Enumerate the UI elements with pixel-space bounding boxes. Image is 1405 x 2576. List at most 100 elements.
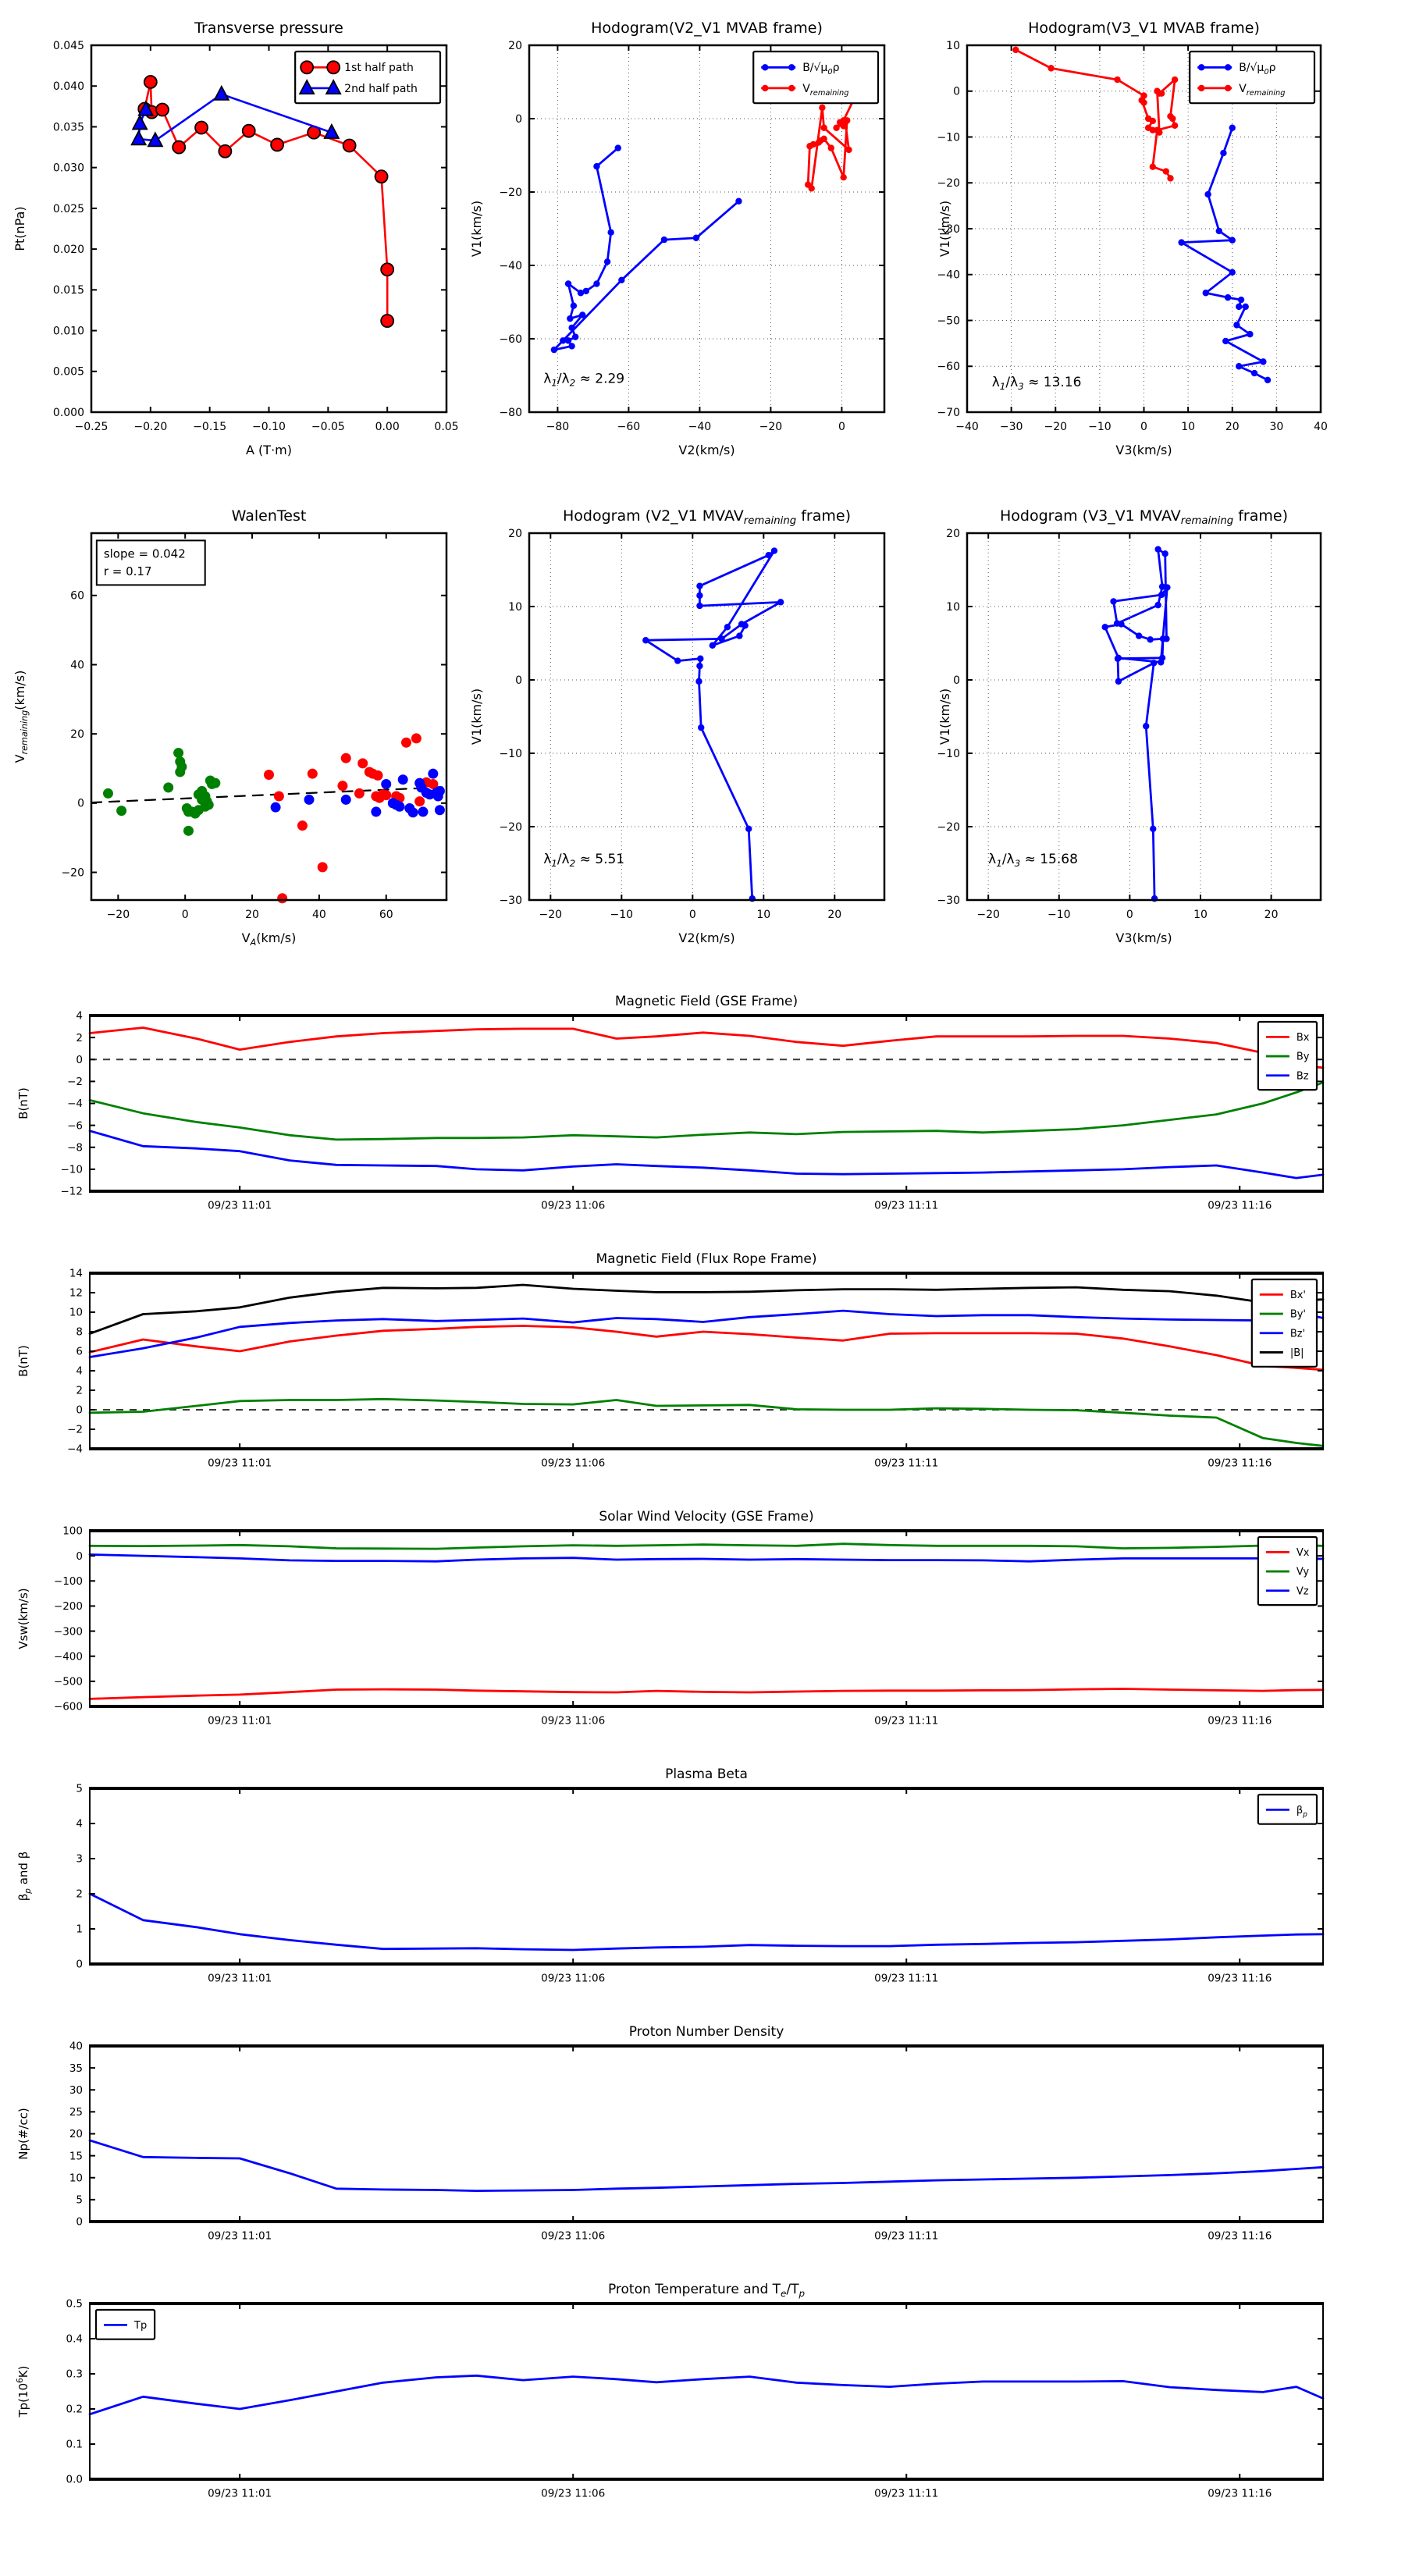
y-tick-label: 0	[953, 86, 960, 98]
x-tick-label: −0.25	[75, 421, 108, 433]
y-axis-label: Vremaining(km/s)	[12, 671, 30, 763]
legend-label: Vy	[1297, 1567, 1310, 1578]
chart-svg-vsw-gse: 09/23 11:01 09/23 11:06 09/23 11:11 09/23 1…	[16, 1509, 1325, 1727]
x-tick-label: −40	[955, 421, 979, 433]
y-tick-label: 10	[69, 1307, 83, 1319]
y-tick-label: −30	[499, 895, 522, 907]
y-tick-label: 20	[946, 528, 960, 540]
y-tick-label: −4	[67, 1443, 83, 1456]
x-tick-label: 40	[1314, 421, 1328, 433]
x-tick-label: 0	[838, 421, 845, 433]
y-tick-label: −4	[67, 1098, 83, 1110]
legend-label: By'	[1290, 1309, 1306, 1321]
y-tick-label: 1	[76, 1923, 83, 1936]
chart-title: Hodogram(V3_V1 MVAB frame)	[1028, 20, 1260, 37]
legend-label: Bz	[1297, 1070, 1309, 1082]
x-axis-label: V2(km/s)	[678, 930, 735, 945]
y-axis-label: B(nT)	[16, 1087, 30, 1119]
annotation-text: λ1/λ2 ≈ 5.51	[543, 852, 624, 869]
y-tick-label: 12	[69, 1287, 83, 1300]
chart-hodogram-v3v1-mvab: −40 −30 −20 −10 0 10 20 30 40 −70 −60 −50 −40 −30 −20 −…	[937, 5, 1405, 473]
x-tick-label: −10	[610, 909, 634, 921]
y-tick-label: 0.010	[53, 325, 84, 337]
x-tick-label: 09/23 11:01	[208, 1715, 272, 1727]
y-tick-label: 0	[76, 1959, 83, 1971]
y-tick-label: −6	[67, 1119, 83, 1132]
y-tick-label: 0.000	[53, 407, 84, 419]
legend-label: Bx	[1297, 1032, 1310, 1044]
y-tick-label: −30	[937, 895, 960, 907]
y-tick-label: −80	[499, 407, 522, 419]
annotation-text: r = 0.17	[104, 564, 152, 578]
x-tick-label: 09/23 11:06	[541, 1715, 605, 1727]
y-axis-label: V1(km/s)	[937, 688, 952, 745]
y-tick-label: −40	[499, 260, 522, 272]
legend-label: Bx'	[1290, 1290, 1306, 1301]
y-tick-label: −400	[54, 1650, 83, 1663]
y-tick-label: 10	[508, 601, 522, 614]
y-tick-label: 0	[76, 1404, 83, 1417]
x-tick-label: 09/23 11:06	[541, 2230, 605, 2243]
chart-svg-hodogram-v3v1-mvav: −20 −10 0 10 20 −30 −20 −10 0 10 20 Hodogram (V3_V1…	[937, 507, 1322, 945]
y-tick-label: 4	[76, 1365, 83, 1378]
legend-label: By	[1297, 1051, 1310, 1063]
x-tick-label: 09/23 11:01	[208, 2488, 272, 2500]
legend-label: B/√μ0ρ	[1239, 62, 1275, 76]
x-tick-label: 09/23 11:01	[208, 1457, 272, 1470]
chart-title: Hodogram (V3_V1 MVAVremaining frame)	[1000, 507, 1288, 527]
chart-svg-proton-temperature: 09/23 11:01 09/23 11:06 09/23 11:11 09/23 1…	[16, 2282, 1325, 2500]
x-tick-label: 09/23 11:11	[874, 1457, 938, 1470]
series-bx-	[88, 1325, 1325, 1372]
x-tick-label: 09/23 11:16	[1208, 1715, 1272, 1727]
x-tick-label: −10	[1088, 421, 1112, 433]
x-tick-label: −10	[1048, 909, 1071, 921]
series-walen-test-2	[102, 748, 221, 836]
y-tick-label: −10	[61, 1164, 84, 1176]
y-tick-label: 0	[76, 1054, 83, 1066]
annotation-text: λ1/λ3 ≈ 15.68	[988, 852, 1078, 869]
x-tick-label: 20	[245, 909, 259, 921]
legend-label: Vx	[1297, 1547, 1310, 1559]
y-tick-label: 0.2	[66, 2403, 83, 2416]
x-tick-label: 09/23 11:11	[874, 1973, 938, 1985]
y-axis-label: V1(km/s)	[937, 201, 952, 257]
legend: βp	[1257, 1793, 1318, 1825]
chart-svg-hodogram-v2v1-mvab: −80 −60 −40 −20 0 −80 −60 −40 −20 0 20 Hodogram(V2_…	[469, 20, 886, 457]
x-tick-label: 10	[756, 909, 770, 921]
chart-hodogram-v2v1-mvav: −20 −10 0 10 20 −30 −20 −10 0 10 20 Hodogram (V2_V1…	[468, 493, 937, 961]
chart-svg-walen-test: −20 0 20 40 60 −20 0 20 40 60 WalenTest VA(km/s) Vre…	[12, 507, 448, 948]
series-bz	[88, 1130, 1325, 1179]
chart-svg-transverse-pressure: −0.25 −0.20 −0.15 −0.10 −0.05 0.00 0.05 0.000 0.…	[12, 20, 459, 457]
y-tick-label: 0.020	[53, 244, 84, 256]
series-by-	[88, 1397, 1325, 1447]
y-tick-label: 40	[69, 2041, 83, 2053]
x-tick-label: 09/23 11:11	[874, 2230, 938, 2243]
series-tp	[88, 2374, 1325, 2416]
chart-title: Transverse pressure	[194, 20, 343, 37]
y-tick-label: 4	[76, 1818, 83, 1831]
y-tick-label: −60	[937, 361, 960, 373]
series-walen-test-1	[264, 733, 439, 904]
y-tick-label: 3	[76, 1853, 83, 1866]
y-tick-label: 14	[69, 1268, 83, 1280]
y-tick-label: −20	[499, 187, 522, 199]
legend-label: Vremaining	[802, 83, 848, 98]
y-tick-label: 0.035	[53, 121, 84, 133]
x-tick-label: 09/23 11:11	[874, 1715, 938, 1727]
chart-proton-temperature: 09/23 11:01 09/23 11:06 09/23 11:11 09/23 1…	[0, 2268, 1405, 2526]
series--b-	[88, 1283, 1325, 1335]
legend-label: 2nd half path	[344, 83, 418, 95]
series-b-0-	[1178, 124, 1272, 384]
y-axis-label: Tp(106K)	[16, 2365, 30, 2418]
y-axis-label: V1(km/s)	[469, 688, 484, 745]
annotation-text: slope = 0.042	[104, 546, 186, 560]
x-tick-label: 09/23 11:11	[874, 2488, 938, 2500]
y-tick-label: 100	[62, 1525, 83, 1538]
chart-walen-test: −20 0 20 40 60 −20 0 20 40 60 WalenTest VA(km/s) Vre…	[0, 493, 468, 961]
chart-title: Hodogram (V2_V1 MVAVremaining frame)	[563, 507, 851, 527]
x-tick-label: −0.20	[133, 421, 167, 433]
y-axis-label: V1(km/s)	[469, 201, 484, 257]
y-tick-label: −20	[937, 821, 960, 834]
legend-label: Vz	[1297, 1585, 1309, 1597]
y-tick-label: −10	[499, 748, 522, 760]
